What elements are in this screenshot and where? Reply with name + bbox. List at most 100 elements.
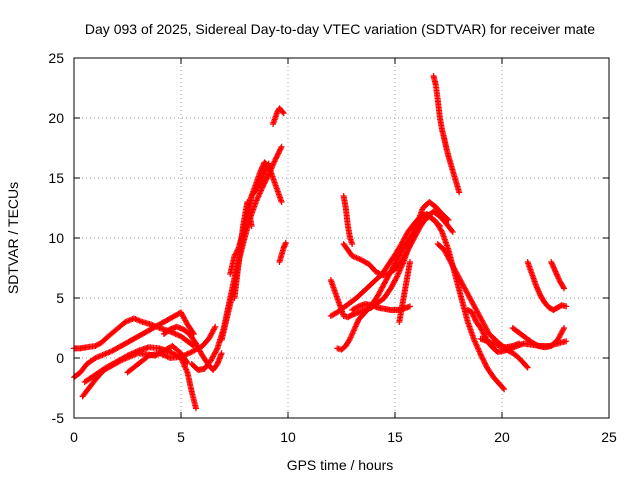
data-point [353, 320, 360, 327]
data-point [501, 386, 508, 393]
data-point [351, 324, 358, 331]
data-point [481, 359, 488, 366]
series-track-s [396, 259, 413, 325]
y-axis-title: SDTVAR / TECUs [5, 182, 21, 294]
data-point [553, 269, 560, 276]
x-tick-label: 10 [280, 429, 296, 445]
data-point [470, 313, 477, 320]
data-point [248, 223, 255, 229]
y-tick-label: -5 [52, 410, 65, 426]
series-track-a [71, 315, 197, 352]
data-point [123, 353, 130, 360]
series-track-y [524, 259, 570, 313]
data-point [272, 155, 279, 162]
data-point [535, 287, 542, 294]
data-point [482, 361, 489, 368]
data-point [482, 360, 489, 367]
data-point [548, 259, 555, 265]
data-point [500, 385, 507, 392]
data-point [278, 199, 285, 205]
data-point [349, 330, 356, 337]
data-point [274, 153, 281, 160]
series-track-j [231, 199, 255, 301]
y-tick-label: 0 [56, 350, 64, 366]
data-point [278, 143, 285, 150]
data-point [550, 264, 557, 271]
data-point [555, 275, 562, 282]
series-track-l [276, 239, 289, 265]
data-point [277, 146, 284, 153]
data-point [273, 154, 280, 161]
axis-layer: 0 5 10 15 20 25 -5 0 5 10 15 20 25 [48, 50, 617, 445]
series-track-t [430, 73, 463, 196]
data-point [280, 109, 287, 116]
data-point [470, 312, 477, 319]
x-tick-label: 25 [601, 429, 617, 445]
data-point [554, 274, 561, 281]
data-point [349, 241, 356, 247]
series-track-n [327, 211, 443, 319]
data-point [533, 284, 540, 291]
data-point [553, 271, 560, 278]
data-point [449, 229, 456, 235]
x-tick-label: 0 [70, 429, 78, 445]
y-tick-label: 15 [48, 170, 64, 186]
series-track-f [160, 323, 225, 373]
data-point [183, 358, 190, 365]
data-point [438, 227, 445, 234]
data-point [563, 338, 570, 345]
data-point [212, 323, 219, 330]
y-tick-label: 10 [48, 230, 64, 246]
data-point [534, 285, 541, 292]
y-tick-label: 20 [48, 110, 64, 126]
data-point [265, 172, 272, 179]
data-point [480, 358, 487, 364]
series-track-k [270, 105, 287, 127]
data-point [535, 288, 542, 295]
data-point [192, 405, 199, 412]
x-tick-label: 20 [494, 429, 510, 445]
data-point [560, 284, 567, 291]
data-point [393, 274, 400, 281]
data-point [406, 303, 413, 310]
data-point [280, 110, 287, 117]
series-track-u [434, 241, 531, 371]
series-track-r [349, 301, 413, 313]
data-point [554, 272, 561, 279]
data-point [533, 283, 540, 289]
series-track-x [509, 325, 568, 351]
data-point [265, 160, 272, 167]
x-tick-label: 15 [387, 429, 403, 445]
data-point [213, 346, 220, 353]
series-track-b [71, 309, 197, 381]
data-point [263, 175, 270, 182]
data-point [282, 239, 289, 246]
data-point [471, 314, 478, 321]
data-point [348, 333, 355, 340]
series-track-d [81, 344, 199, 412]
data-point [276, 147, 283, 154]
data-point [480, 356, 487, 363]
x-tick-label: 5 [177, 429, 185, 445]
data-point [478, 354, 485, 361]
series-track-z [548, 259, 568, 292]
data-point [472, 316, 479, 323]
data-point [552, 268, 559, 275]
data-point [516, 340, 523, 347]
data-point [560, 326, 567, 333]
data-point [264, 174, 271, 181]
data-point [548, 260, 555, 267]
series-track-o [334, 213, 508, 393]
data-point [563, 303, 570, 310]
series-track-w [477, 335, 523, 351]
data-point [551, 265, 558, 272]
y-tick-label: 5 [56, 290, 64, 306]
data-point [218, 350, 225, 357]
series-track-h [218, 159, 285, 343]
data-point [353, 322, 360, 329]
y-tick-label: 25 [48, 50, 64, 66]
series-track-q [340, 208, 456, 279]
data-point [211, 325, 218, 332]
data-point [274, 151, 281, 158]
